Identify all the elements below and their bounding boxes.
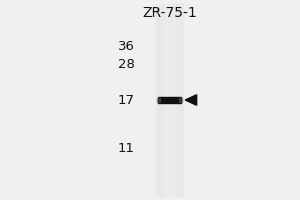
Text: ZR-75-1: ZR-75-1 [142,6,197,20]
Bar [164,4,175,196]
Text: 11: 11 [118,142,135,154]
Polygon shape [185,95,197,105]
Bar [157,98,160,102]
Bar [158,97,181,103]
Text: 28: 28 [118,58,135,71]
Bar [179,98,182,102]
Bar [156,4,183,196]
Text: 36: 36 [118,40,135,52]
Text: 17: 17 [118,94,135,106]
